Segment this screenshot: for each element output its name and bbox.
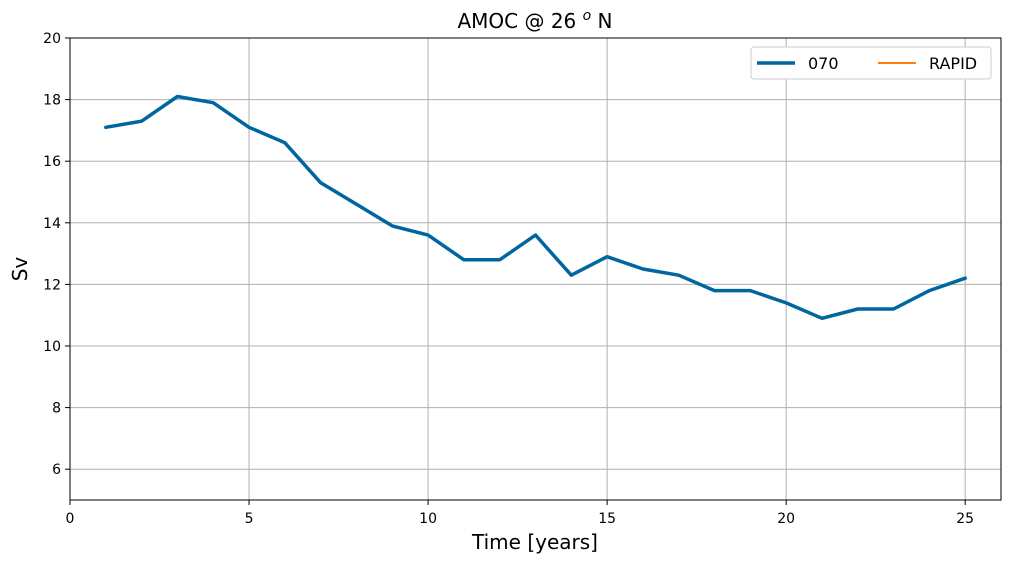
chart-title-main: AMOC @ 26: [457, 9, 582, 33]
x-tick-label: 0: [66, 511, 75, 527]
legend: 070 RAPID: [750, 46, 992, 80]
x-tick-label: 15: [598, 511, 616, 527]
y-tick-label: 10: [43, 339, 61, 355]
chart-title-superscript: o: [583, 8, 592, 24]
y-tick-label: 8: [52, 401, 61, 417]
legend-label-070: 070: [808, 54, 839, 73]
series-line-070: [104, 94, 967, 321]
series-lines: [104, 94, 967, 321]
y-axis-title: Sv: [8, 257, 32, 282]
y-tick-label: 20: [43, 31, 61, 47]
legend-box: [750, 46, 992, 80]
plot-frame: [69, 37, 1002, 501]
legend-label-rapid: RAPID: [929, 54, 977, 73]
y-tick-label: 14: [43, 216, 61, 232]
y-tick-label: 16: [43, 154, 61, 170]
y-tick-label: 18: [43, 93, 61, 109]
chart-title: AMOC @ 26 o N: [457, 8, 612, 33]
grid: [70, 38, 1001, 500]
y-axis-ticks: 6 8 10 12 14 16 18 20: [43, 31, 70, 478]
x-tick-label: 25: [956, 511, 974, 527]
x-axis-ticks: 0 5 10 15 20 25: [66, 500, 974, 527]
y-tick-label: 6: [52, 462, 61, 478]
x-tick-label: 10: [419, 511, 437, 527]
x-axis-title: Time [years]: [471, 530, 598, 554]
chart-title-tail: N: [591, 9, 612, 33]
x-tick-label: 5: [245, 511, 254, 527]
x-tick-label: 20: [777, 511, 795, 527]
y-tick-label: 12: [43, 277, 61, 293]
